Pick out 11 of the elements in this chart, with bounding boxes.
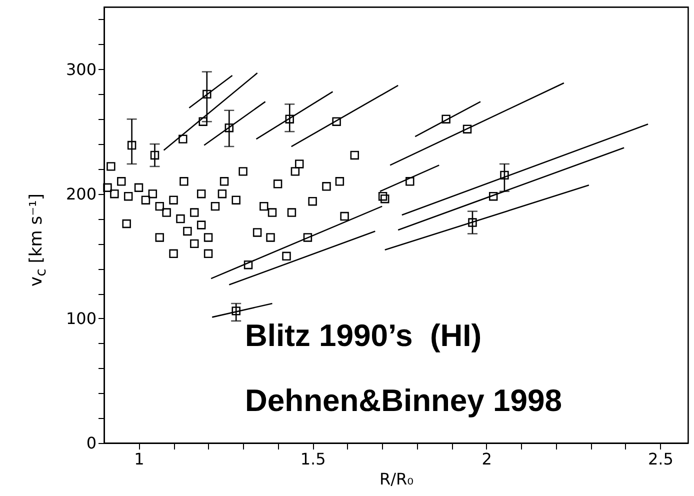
x-tick-label: 1 [134, 450, 144, 468]
x-axis-title: R/R₀ [379, 470, 414, 488]
y-tick-label: 100 [66, 308, 96, 328]
annotation: Dehnen&Binney 1998 [245, 383, 562, 419]
y-tick-label: 0 [86, 434, 96, 452]
y-tick-label: 300 [66, 60, 96, 79]
y-tick-label: 200 [66, 184, 96, 204]
annotation: Blitz 1990’s (HI) [245, 318, 482, 354]
x-tick-label: 1.5 [300, 450, 326, 468]
x-tick-label: 2 [482, 450, 492, 468]
x-tick-label: 2.5 [648, 450, 674, 468]
